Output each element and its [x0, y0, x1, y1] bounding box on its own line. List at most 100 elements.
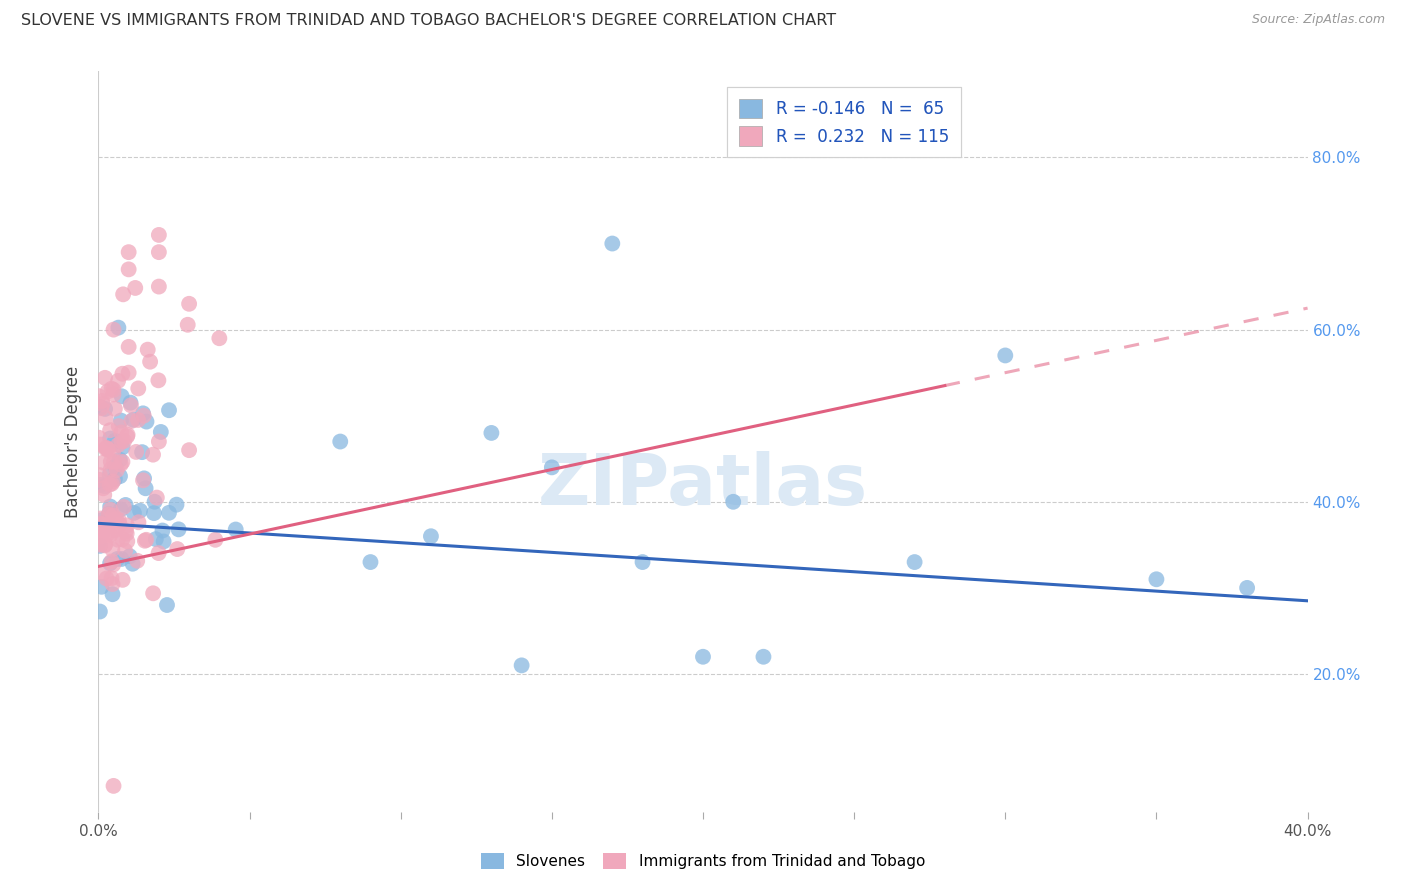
- Point: [540, 460, 562, 475]
- Point: [89, 478, 111, 492]
- Point: [111, 389, 134, 403]
- Point: [97, 384, 120, 399]
- Point: [105, 512, 128, 526]
- Point: [110, 413, 132, 427]
- Point: [179, 443, 201, 458]
- Point: [101, 519, 124, 533]
- Point: [100, 382, 122, 396]
- Text: Source: ZipAtlas.com: Source: ZipAtlas.com: [1251, 13, 1385, 27]
- Point: [131, 445, 153, 459]
- Point: [94, 520, 117, 534]
- Point: [127, 554, 149, 568]
- Point: [87, 389, 110, 403]
- Point: [124, 281, 146, 295]
- Point: [103, 323, 125, 337]
- Point: [157, 506, 180, 520]
- Point: [110, 552, 132, 566]
- Point: [104, 523, 127, 537]
- Point: [100, 571, 122, 585]
- Point: [148, 434, 170, 449]
- Point: [166, 542, 188, 557]
- Point: [135, 415, 157, 429]
- Point: [121, 557, 143, 571]
- Point: [89, 473, 111, 487]
- Point: [104, 401, 127, 416]
- Point: [112, 500, 135, 514]
- Point: [89, 511, 111, 525]
- Point: [101, 508, 124, 523]
- Point: [90, 516, 112, 531]
- Point: [103, 558, 125, 572]
- Point: [152, 534, 174, 549]
- Point: [103, 513, 125, 527]
- Point: [107, 320, 129, 334]
- Point: [142, 448, 165, 462]
- Point: [100, 554, 122, 568]
- Point: [118, 262, 141, 277]
- Point: [142, 506, 165, 520]
- Point: [98, 432, 121, 446]
- Point: [118, 366, 141, 380]
- Point: [94, 411, 117, 425]
- Point: [90, 401, 112, 416]
- Point: [904, 555, 927, 569]
- Point: [115, 524, 138, 538]
- Point: [91, 566, 114, 580]
- Legend: Slovenes, Immigrants from Trinidad and Tobago: Slovenes, Immigrants from Trinidad and T…: [475, 847, 931, 875]
- Point: [98, 467, 121, 482]
- Point: [105, 552, 128, 566]
- Point: [107, 419, 129, 434]
- Point: [98, 500, 121, 514]
- Point: [104, 472, 127, 486]
- Point: [115, 518, 138, 533]
- Point: [136, 343, 159, 357]
- Point: [157, 403, 180, 417]
- Point: [752, 649, 775, 664]
- Point: [97, 442, 120, 457]
- Point: [100, 476, 122, 491]
- Point: [510, 658, 533, 673]
- Point: [179, 297, 201, 311]
- Point: [103, 455, 125, 469]
- Point: [89, 539, 111, 553]
- Point: [111, 533, 134, 547]
- Point: [118, 245, 141, 260]
- Point: [118, 340, 141, 354]
- Point: [134, 533, 156, 548]
- Point: [98, 556, 121, 570]
- Point: [723, 495, 745, 509]
- Point: [111, 573, 134, 587]
- Point: [89, 468, 111, 483]
- Point: [166, 498, 188, 512]
- Point: [117, 427, 139, 442]
- Legend: R = -0.146   N =  65, R =  0.232   N = 115: R = -0.146 N = 65, R = 0.232 N = 115: [727, 87, 960, 157]
- Point: [129, 504, 152, 518]
- Point: [127, 516, 149, 530]
- Point: [91, 397, 114, 411]
- Point: [110, 458, 132, 472]
- Point: [103, 383, 125, 397]
- Point: [118, 549, 141, 564]
- Point: [108, 469, 131, 483]
- Point: [87, 431, 110, 445]
- Point: [602, 236, 624, 251]
- Point: [117, 534, 139, 549]
- Point: [135, 533, 157, 547]
- Point: [91, 525, 114, 540]
- Point: [91, 456, 114, 470]
- Point: [104, 434, 127, 448]
- Point: [148, 546, 170, 560]
- Point: [96, 441, 118, 455]
- Y-axis label: Bachelor's Degree: Bachelor's Degree: [65, 366, 83, 517]
- Point: [114, 543, 136, 558]
- Point: [132, 471, 155, 485]
- Point: [127, 413, 149, 427]
- Point: [122, 506, 145, 520]
- Point: [108, 513, 131, 527]
- Point: [148, 227, 170, 242]
- Point: [204, 533, 226, 547]
- Point: [103, 779, 125, 793]
- Point: [122, 413, 145, 427]
- Point: [90, 580, 112, 594]
- Point: [156, 598, 179, 612]
